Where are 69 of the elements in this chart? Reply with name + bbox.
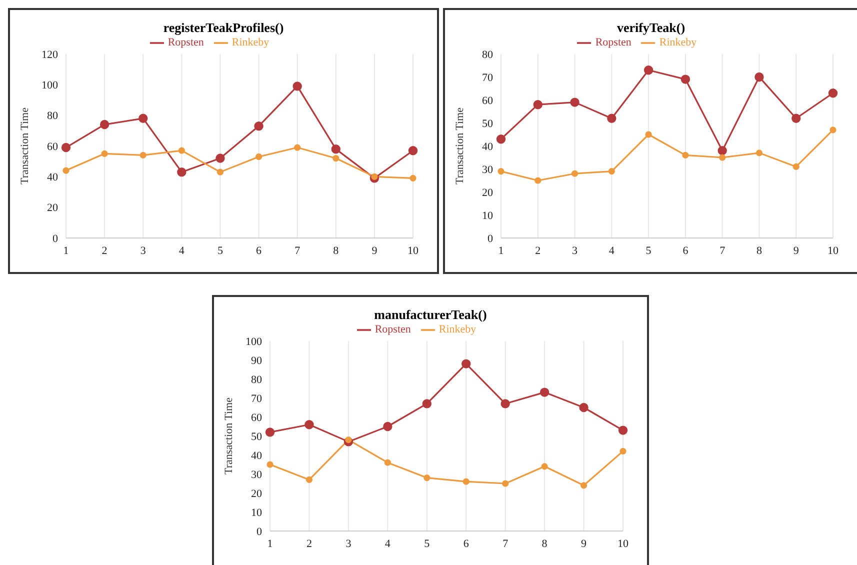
- x-tick-label: 2: [102, 244, 108, 257]
- legend-label: Ropsten: [374, 324, 411, 336]
- x-tick-label: 5: [424, 538, 430, 550]
- y-tick-label: 20: [251, 488, 262, 500]
- y-tick-label: 100: [246, 336, 262, 348]
- y-tick-label: 40: [251, 450, 262, 462]
- chart-title: manufacturerTeak(): [373, 307, 488, 323]
- y-tick-label: 40: [482, 140, 494, 153]
- x-tick-label: 7: [720, 244, 726, 257]
- x-tick-label: 1: [63, 244, 69, 257]
- y-tick-label: 10: [251, 506, 262, 519]
- y-tick-label: 70: [482, 72, 494, 84]
- x-tick-label: 1: [498, 244, 504, 257]
- y-tick-label: 80: [47, 110, 58, 122]
- y-tick-label: 50: [482, 118, 494, 130]
- x-tick-label: 3: [140, 244, 146, 257]
- y-axis-title: Transaction Time: [454, 107, 466, 184]
- x-tick-label: 4: [384, 538, 391, 550]
- x-tick-label: 3: [346, 538, 352, 550]
- x-tick-label: 6: [682, 244, 689, 257]
- x-tick-label: 6: [256, 244, 262, 257]
- chart-title: registerTeakProfiles(): [162, 20, 285, 36]
- y-tick-label: 80: [482, 48, 494, 61]
- x-tick-label: 9: [372, 244, 378, 257]
- x-tick-label: 2: [306, 538, 312, 550]
- y-tick-label: 40: [47, 172, 58, 184]
- x-tick-label: 2: [535, 244, 541, 257]
- x-tick-label: 4: [608, 244, 615, 257]
- x-tick-label: 10: [408, 244, 419, 257]
- legend-label: Rinkeby: [438, 324, 476, 336]
- x-tick-label: 3: [572, 244, 578, 257]
- y-tick-label: 20: [47, 202, 58, 214]
- y-tick-label: 20: [482, 186, 494, 199]
- y-tick-label: 60: [482, 94, 494, 107]
- y-tick-label: 0: [256, 526, 262, 538]
- y-tick-label: 0: [52, 232, 58, 245]
- x-tick-label: 8: [542, 538, 548, 550]
- legend-label: Rinkeby: [659, 36, 697, 49]
- x-tick-label: 5: [217, 244, 224, 257]
- x-tick-label: 6: [463, 538, 470, 550]
- y-tick-label: 100: [42, 80, 58, 92]
- y-tick-label: 10: [482, 210, 494, 222]
- y-tick-label: 50: [251, 430, 262, 443]
- x-tick-label: 10: [618, 538, 629, 550]
- x-tick-label: 8: [756, 244, 762, 257]
- y-axis-title: Transaction Time: [18, 107, 31, 184]
- x-tick-label: 7: [294, 244, 301, 257]
- y-tick-label: 70: [251, 392, 262, 405]
- legend-label: Ropsten: [595, 36, 632, 49]
- y-axis-title: Transaction Time: [222, 397, 235, 474]
- y-tick-label: 60: [251, 412, 262, 424]
- x-tick-label: 10: [828, 244, 839, 257]
- x-tick-label: 5: [646, 244, 652, 257]
- x-tick-label: 7: [502, 538, 509, 550]
- y-tick-label: 30: [482, 164, 494, 176]
- x-tick-label: 4: [178, 244, 185, 257]
- x-tick-label: 8: [333, 244, 340, 257]
- legend-label: Ropsten: [168, 36, 204, 49]
- y-tick-label: 60: [47, 140, 58, 153]
- x-tick-label: 9: [581, 538, 588, 550]
- y-tick-label: 120: [42, 48, 58, 61]
- y-tick-label: 80: [251, 374, 262, 386]
- y-tick-label: 90: [251, 354, 262, 367]
- x-tick-label: 9: [793, 244, 800, 257]
- x-tick-label: 1: [267, 538, 273, 550]
- chart-title: verifyTeak(): [616, 20, 686, 36]
- legend-label: Rinkeby: [232, 36, 270, 49]
- y-tick-label: 30: [251, 468, 262, 481]
- y-tick-label: 0: [488, 232, 494, 245]
